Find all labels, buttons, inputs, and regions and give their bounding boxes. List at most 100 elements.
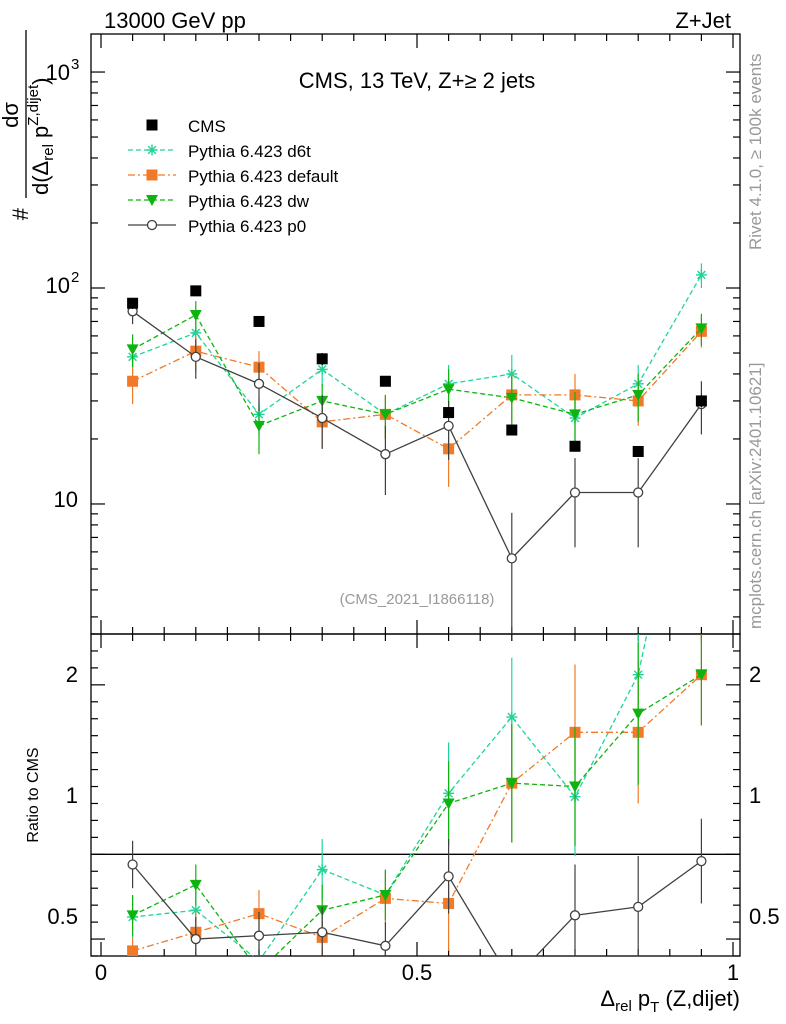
xtick-label-1: 1 [727,960,739,985]
ratio-point-p0 [380,940,391,951]
legend-label-default: Pythia 6.423 default [188,167,339,186]
energy-label: 13000 GeV pp [104,8,246,33]
data-point-dw [442,384,455,396]
data-point-p0 [253,378,265,389]
ratio-ytick-label-0.5: 0.5 [47,904,78,929]
data-point-cms [127,297,139,309]
legend-marker-default [146,169,158,181]
ratio-point-dw [632,708,645,720]
data-point-p0 [506,553,517,564]
ytick-label-10: 10 [54,487,78,512]
data-point-default [127,375,139,387]
legend-label-cms: CMS [188,117,226,136]
ytick-label-1000-exp: 3 [71,56,79,73]
ratio-ytick-label-right-2: 2 [749,662,761,687]
data-point-dw [505,392,518,404]
ylabel-hash: # [8,207,33,220]
ratio-ytick-labels-right: 0.5 1 2 [749,662,780,929]
ratio-series-default [127,634,707,956]
data-point-cms [506,424,518,436]
xaxis-label: Δrel pT (Z,dijet) [600,986,740,1016]
series-cms [127,285,707,458]
legend-marker-d6t [146,144,158,156]
ratio-point-p0 [190,933,201,945]
series-p0 [127,299,707,634]
data-point-cms [190,285,202,297]
ratio-line-d6t [132,634,648,956]
ratio-line-p0 [132,860,702,956]
data-point-cms [632,445,644,457]
ratio-point-d6t [506,711,518,723]
data-point-cms [443,407,455,419]
ratio-ytick-label-right-0.5: 0.5 [749,904,780,929]
ytick-label-100-exp: 2 [71,269,79,286]
ratio-point-p0 [127,859,138,870]
ratio-point-d6t [190,904,202,916]
data-point-dw [379,409,392,421]
legend-label-d6t: Pythia 6.423 d6t [188,142,311,161]
xtick-label-0.5: 0.5 [402,960,433,985]
rivet-version-text: Rivet 4.1.0, ≥ 100k events [746,54,765,250]
legend-marker-cms [146,119,158,131]
ratio-point-dw [253,966,265,977]
legend-marker-p0 [146,219,158,231]
ratio-point-dw [442,798,455,810]
ratio-series-dw [126,634,708,977]
ratio-point-p0 [507,977,516,986]
data-point-dw [126,344,139,356]
process-label: Z+Jet [675,8,731,33]
ratio-line-dw [132,674,702,956]
xtick-labels: 0 0.5 1 [95,960,739,985]
series-line-dw [132,314,702,427]
data-point-d6t [316,363,328,375]
series-dw [126,301,708,455]
data-point-p0 [633,487,644,498]
ratio-point-dw [695,669,708,681]
ratio-point-dw [379,889,392,901]
main-plot-data [126,263,708,634]
ratio-point-default [127,945,139,956]
ratio-ytick-labels-left: 0.5 1 2 [47,662,78,929]
ratio-ytick-label-right-1: 1 [749,783,761,808]
legend-label-dw: Pythia 6.423 dw [188,192,310,211]
ratio-point-p0 [633,901,644,913]
data-point-dw [253,420,265,432]
data-point-p0 [317,412,328,424]
series-default [127,317,707,487]
ratio-point-p0 [569,910,581,921]
ratio-point-dw [505,778,518,790]
data-point-d6t [695,269,707,281]
ratio-ytick-label-1: 1 [66,783,78,808]
series-line-d6t [132,274,702,419]
series-line-p0 [132,310,702,560]
main-axis-ticks [91,34,740,634]
legend: CMS Pythia 6.423 d6t Pythia 6.423 defaul… [128,117,339,236]
legend-label-p0: Pythia 6.423 p0 [188,217,306,236]
data-point-p0 [443,420,454,431]
data-point-p0 [569,487,581,498]
ratio-point-p0 [443,871,454,882]
ratio-line-default [132,674,702,952]
ratio-point-p0 [696,855,707,867]
ylabel-denominator: d(Δrel pZ,dijet) [25,78,57,195]
data-point-p0 [380,449,391,460]
ratio-ylabel: Ratio to CMS [25,747,42,842]
data-point-p0 [190,351,201,362]
ytick-label-1000-base: 10 [46,60,70,85]
data-point-dw [189,309,202,321]
series-line-default [132,330,702,450]
data-point-cms [695,395,707,407]
data-point-d6t [190,327,202,339]
data-point-dw [695,323,708,335]
mcplots-text: mcplots.cern.ch [arXiv:2401.10621] [746,363,765,629]
legend-marker-dw [146,195,158,206]
ratio-point-dw [126,910,139,922]
xtick-label-0: 0 [95,960,107,985]
data-point-dw [569,409,581,421]
data-point-cms [379,375,391,387]
ratio-point-p0 [253,930,265,941]
data-point-cms [253,315,265,327]
ratio-plot-frame [90,633,741,957]
data-point-cms [569,440,581,452]
